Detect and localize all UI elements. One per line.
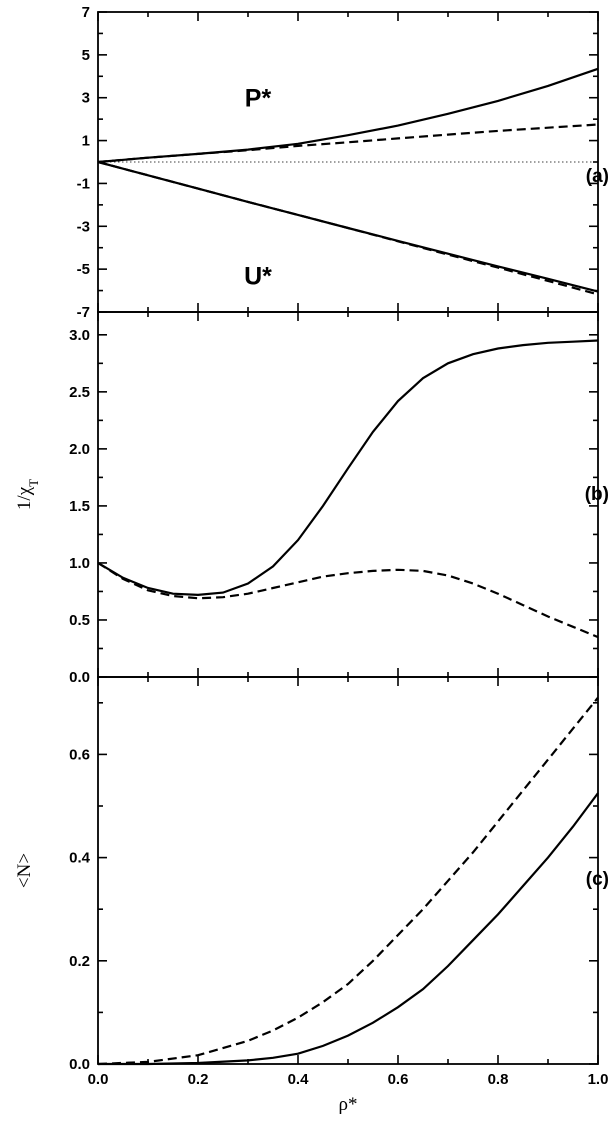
x-tick-label: 0.2 — [188, 1071, 209, 1088]
panel-b: 3.0 2.5 2.0 1.5 1.0 0.5 0.0 1/χT (b) — [14, 311, 609, 686]
y-tick-label: 0.5 — [69, 612, 90, 629]
x-tick-label: 0.0 — [88, 1071, 109, 1088]
y-axis-label-subscript: T — [26, 479, 41, 487]
panel-tag: (c) — [586, 869, 609, 890]
y-tick-label: 5 — [82, 47, 90, 64]
y-tick-label: -1 — [77, 175, 90, 192]
dashed-series-line — [97, 123, 599, 164]
plot-frame — [97, 676, 599, 1065]
dashed-series-line — [97, 160, 599, 296]
solid-series-line — [98, 792, 599, 1066]
y-tick-label: 3 — [82, 90, 90, 107]
y-tick-label: 2.5 — [69, 384, 90, 401]
y-tick-label: 0.0 — [69, 1056, 90, 1073]
y-tick-label: -3 — [77, 218, 90, 235]
panel-a: 7 5 3 1 -1 -3 -5 -7 P* U* (a) — [77, 4, 609, 321]
x-tick-label: 0.4 — [288, 1071, 310, 1088]
curve-annotation-ustar: U* — [244, 263, 272, 291]
y-tick-label: 3.0 — [69, 327, 90, 344]
x-tick-label: 0.6 — [388, 1071, 409, 1088]
y-tick-label: 7 — [82, 4, 90, 21]
curve-annotation-pstar: P* — [245, 85, 272, 113]
y-tick-label: 1.5 — [69, 498, 90, 515]
x-tick-label: 0.8 — [488, 1071, 509, 1088]
y-tick-label: -5 — [77, 261, 90, 278]
plot-frame — [97, 311, 599, 678]
panel-tag: (b) — [585, 484, 609, 505]
panel-c: 0.6 0.4 0.2 0.00.0 0.2 0.4 0.6 0.8 1.0 <N> ρ* (c) — [14, 676, 609, 1115]
panel-tag: (a) — [586, 166, 609, 187]
y-tick-label: 2.0 — [69, 441, 90, 458]
solid-series-line — [97, 339, 599, 597]
y-tick-label: 0.0 — [69, 669, 90, 686]
dashed-series-line — [97, 561, 599, 639]
y-tick-label: 0.4 — [69, 850, 91, 867]
x-tick-label: 1.0 — [588, 1071, 609, 1088]
y-axis-label: 1/χT — [14, 479, 41, 510]
y-axis-label: <N> — [14, 853, 35, 888]
dashed-series-line — [97, 696, 599, 1066]
y-tick-label: 0.6 — [69, 746, 90, 763]
y-tick-label: 1.0 — [69, 555, 90, 572]
y-tick-label: -7 — [77, 304, 90, 321]
y-tick-label: 1 — [82, 133, 90, 150]
x-axis-label: ρ* — [339, 1094, 358, 1115]
solid-series-line — [97, 67, 599, 164]
y-tick-label: 0.2 — [69, 953, 90, 970]
